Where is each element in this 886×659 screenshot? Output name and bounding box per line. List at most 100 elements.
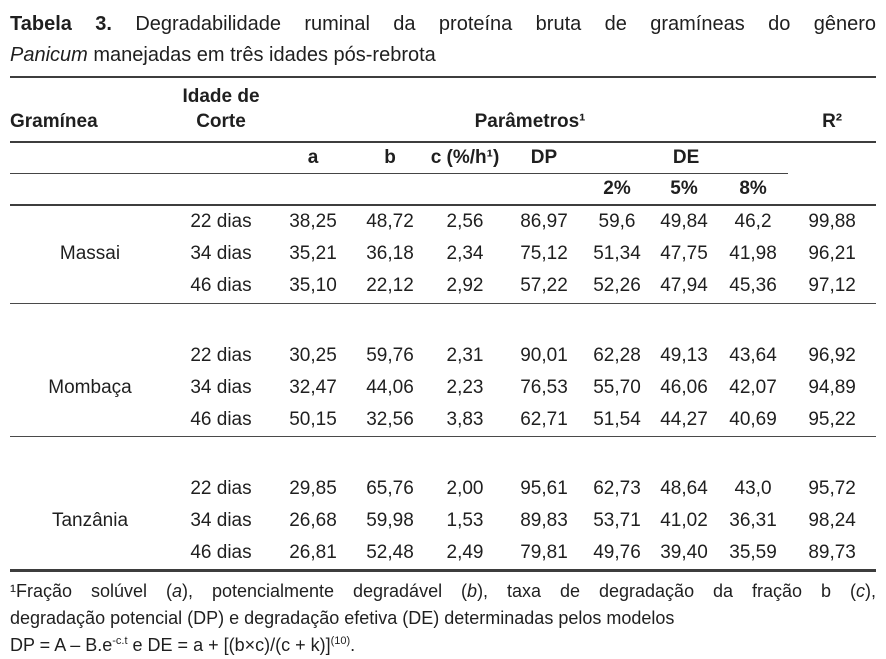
table-row: Mombaça 22 dias 30,25 59,76 2,31 90,01 6…: [10, 339, 876, 437]
footnote-line-2: degradação potencial (DP) e degradação e…: [10, 608, 675, 629]
cell-r2: 98,24: [808, 509, 856, 531]
cell-de5: 41,02: [660, 509, 708, 531]
table-row: 46 dias 35,10 22,12 2,92 57,22 52,26 47,…: [10, 270, 877, 304]
cell-r2: 96,21: [808, 243, 856, 265]
header-row-2: a b c (%/h¹) DP DE: [10, 142, 876, 175]
footnote-param-a: a: [171, 581, 182, 602]
cell-de8: 43,0: [734, 477, 772, 499]
cell-de5: 49,13: [660, 344, 708, 366]
cell-r2: 95,72: [808, 477, 856, 499]
cell-b: 36,18: [366, 243, 414, 265]
cell-b: 32,56: [354, 403, 426, 437]
cell-de5: 47,94: [650, 270, 718, 304]
cell-r2: 89,73: [788, 536, 877, 572]
spacer-cell: [10, 436, 876, 473]
cell-de5: 39,40: [650, 536, 718, 572]
cell-dp: 79,81: [504, 536, 584, 572]
cell-c: 2,34: [446, 243, 484, 265]
formula-reference: (10): [330, 635, 351, 648]
data-table: Gramínea Idade de Corte Parâmetros¹ R² a…: [10, 76, 877, 573]
cell-idade: 34 dias: [190, 243, 252, 265]
formula-exponent: -c.t: [112, 635, 128, 648]
spacer-row: [10, 436, 876, 473]
table-row: Massai 22 dias 38,25 48,72 2,56 86,97 59…: [10, 205, 876, 304]
footnote: ¹Fração solúvel (a), potencialmente degr…: [10, 578, 876, 659]
cell-b: 59,98: [366, 509, 414, 531]
cell-r2: 95,22: [788, 403, 877, 437]
header-parametros: Parâmetros¹: [272, 77, 789, 144]
cell-de5: 47,75: [660, 243, 708, 265]
cell-c: 2,56: [446, 211, 484, 233]
caption-text-2: manejadas em três idades pós-rebrota: [93, 44, 436, 66]
cell-de8: 45,36: [718, 270, 789, 304]
cell-r2: 97,12: [788, 270, 877, 304]
cell-idade: 46 dias: [170, 536, 272, 572]
cell-b: 44,06: [366, 376, 414, 398]
header-de-2: 2%: [584, 173, 650, 207]
header-r2: R²: [788, 77, 877, 144]
caption-genus: Panicum: [10, 44, 88, 66]
footnote-seg: ),: [865, 581, 877, 602]
cell-idade: 22 dias: [190, 211, 252, 233]
cell-idade: 46 dias: [170, 270, 272, 304]
header-c: c (%/h¹): [426, 142, 504, 175]
cell-idade: 34 dias: [190, 376, 252, 398]
header-empty: [788, 173, 877, 207]
header-de-5: 5%: [650, 173, 718, 207]
caption-text-1: Degradabilidade ruminal da proteína brut…: [135, 13, 876, 35]
cell-c: 2,23: [446, 376, 484, 398]
table-row: 34 dias 35,21 36,18 2,34 75,12 51,34 47,…: [10, 238, 876, 270]
header-dp: DP: [504, 142, 584, 175]
cell-de5: 46,06: [660, 376, 708, 398]
cell-a: 30,25: [289, 344, 337, 366]
caption-label: Tabela 3.: [10, 13, 112, 35]
cell-a: 35,21: [289, 243, 337, 265]
cell-b: 59,76: [366, 344, 414, 366]
group-name-tanzania: Tanzânia: [10, 472, 170, 573]
cell-de8: 42,07: [729, 376, 777, 398]
table-row: 34 dias 32,47 44,06 2,23 76,53 55,70 46,…: [10, 372, 876, 404]
cell-de2: 51,54: [584, 403, 650, 437]
cell-dp: 86,97: [520, 211, 568, 233]
table-caption: Tabela 3. Degradabilidade ruminal da pro…: [10, 9, 876, 71]
cell-dp: 62,71: [504, 403, 584, 437]
cell-a: 29,85: [289, 477, 337, 499]
cell-c: 2,31: [446, 344, 484, 366]
header-de: DE: [584, 142, 789, 175]
spacer-row: [10, 303, 876, 340]
cell-de2: 62,28: [593, 344, 641, 366]
cell-r2: 96,92: [808, 344, 856, 366]
cell-b: 22,12: [354, 270, 426, 304]
header-idade-line1: Idade de: [182, 86, 260, 107]
cell-de8: 43,64: [729, 344, 777, 366]
table-row: 46 dias 26,81 52,48 2,49 79,81 49,76 39,…: [10, 536, 877, 572]
cell-dp: 90,01: [520, 344, 568, 366]
footnote-seg: ), potencialmente degradável (: [182, 581, 468, 602]
cell-c: 2,00: [446, 477, 484, 499]
cell-r2: 94,89: [808, 376, 856, 398]
header-b: b: [354, 142, 426, 175]
cell-idade: 22 dias: [190, 344, 252, 366]
header-empty: [788, 142, 876, 174]
footnote-line-1: ¹Fração solúvel (a), potencialmente degr…: [10, 578, 876, 605]
header-row-1: Gramínea Idade de Corte Parâmetros¹ R²: [10, 77, 877, 144]
cell-c: 3,83: [426, 403, 504, 437]
table-row: 34 dias 26,68 59,98 1,53 89,83 53,71 41,…: [10, 505, 876, 537]
cell-dp: 57,22: [504, 270, 584, 304]
cell-de8: 41,98: [729, 243, 777, 265]
footnote-seg: ), taxa de degradação da fração b (: [477, 581, 857, 602]
header-idade-line2: Corte: [196, 111, 246, 133]
spacer-cell: [10, 303, 876, 340]
group-name-mombaca: Mombaça: [10, 339, 170, 437]
footnote-line-3: DP = A – B.e-c.t e DE = a + [(b×c)/(c + …: [10, 632, 876, 659]
cell-de2: 62,73: [593, 477, 641, 499]
cell-de5: 48,64: [660, 477, 708, 499]
cell-dp: 76,53: [520, 376, 568, 398]
cell-idade: 22 dias: [190, 477, 252, 499]
caption-line-1: Tabela 3. Degradabilidade ruminal da pro…: [10, 9, 876, 40]
cell-c: 2,49: [426, 536, 504, 572]
header-de-8: 8%: [718, 173, 789, 207]
cell-r2: 99,88: [808, 211, 856, 233]
header-empty: [10, 173, 584, 207]
